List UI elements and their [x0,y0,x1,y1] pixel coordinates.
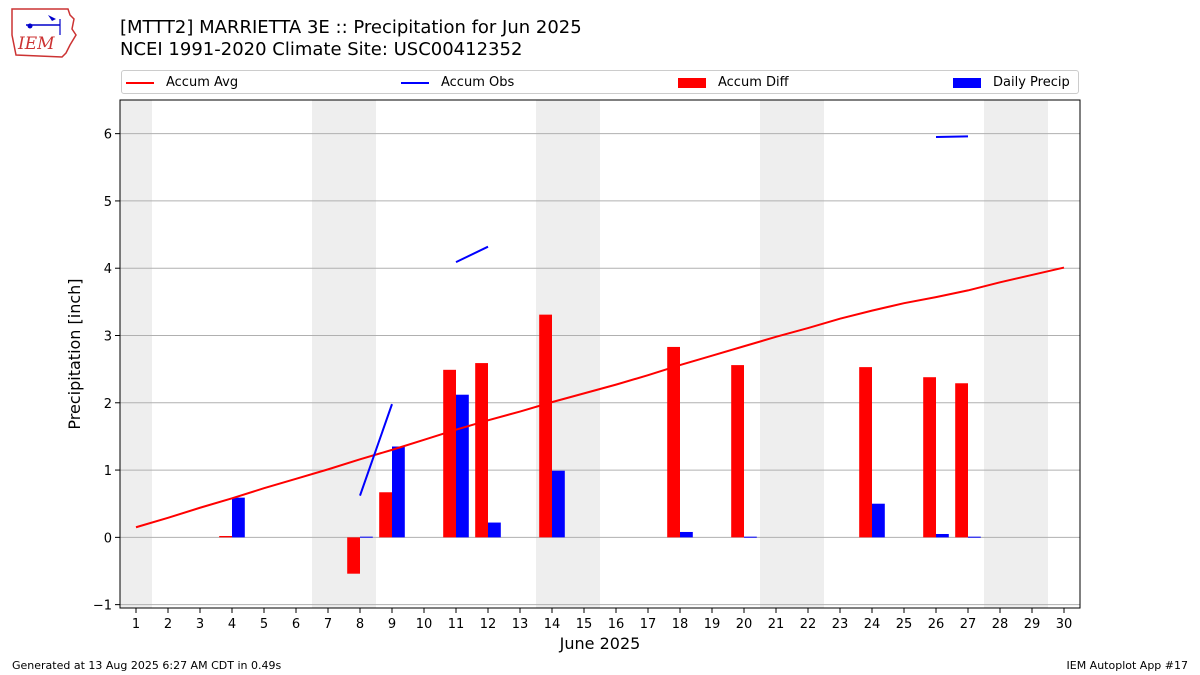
daily-precip-bar-day-18 [680,531,693,538]
legend-item-daily-precip: Daily Precip [953,74,1078,92]
x-tick-label-9: 9 [388,617,396,632]
x-tick-label-26: 26 [928,617,945,632]
x-tick-label-14: 14 [544,617,561,632]
accum-obs-segment-2 [935,135,969,139]
x-tick-label-30: 30 [1056,617,1073,632]
legend-label-accum-obs: Accum Obs [441,75,515,90]
accum-diff-bar-day-27 [955,383,968,538]
weekend-shading [120,100,1048,608]
daily-precip-bar-day-11 [456,394,469,538]
legend-swatch-accum-avg [126,82,154,84]
accum-diff-bar-day-9 [379,492,392,538]
y-tick-label-3: 3 [104,329,112,344]
x-tick-label-12: 12 [480,617,497,632]
legend-swatch-accum-obs [401,82,429,84]
daily-precip-bar-day-27 [968,536,981,538]
x-tick-label-6: 6 [292,617,300,632]
x-tick-label-13: 13 [512,617,529,632]
accum-obs-segment-1 [455,245,489,264]
x-tick-label-19: 19 [704,617,721,632]
y-tick-label-1: 1 [104,464,112,479]
x-tick-label-7: 7 [324,617,332,632]
daily-precip-bar-day-14 [552,470,565,538]
y-tick-label-2: 2 [104,397,112,412]
accum-diff-bar-day-18 [667,346,680,538]
axes-frame [119,99,1081,609]
legend-label-accum-diff: Accum Diff [718,75,789,90]
y-tick-label-6: 6 [104,128,112,143]
x-tick-label-25: 25 [896,617,913,632]
x-tick-label-5: 5 [260,617,268,632]
accum-diff-bar-day-26 [923,377,936,538]
weekend-band-4 [984,100,1048,608]
legend-item-accum-diff: Accum Diff [678,74,878,92]
y-tick-label-0: 0 [104,531,112,546]
bars [219,314,981,574]
daily-precip-bar-day-26 [936,533,949,538]
accum-diff-bar-day-12 [475,363,488,538]
daily-precip-bar-day-9 [392,446,405,538]
legend-item-accum-avg: Accum Avg [126,74,326,92]
svg-text:IEM: IEM [17,34,55,54]
x-tick-label-24: 24 [864,617,881,632]
x-axis-label: June 2025 [559,634,641,653]
x-tick-label-22: 22 [800,617,817,632]
y-axis-label: Precipitation [inch] [65,278,84,429]
x-tick-label-1: 1 [132,617,140,632]
legend-swatch-daily-precip [953,78,981,88]
title-line-2: NCEI 1991-2020 Climate Site: USC00412352 [120,39,523,60]
x-tick-label-11: 11 [448,617,465,632]
generated-timestamp: Generated at 13 Aug 2025 6:27 AM CDT in … [12,659,282,672]
accum-avg-line [135,266,1065,529]
legend-label-daily-precip: Daily Precip [993,75,1070,90]
x-tick-label-29: 29 [1024,617,1041,632]
legend-swatch-accum-diff [678,78,706,88]
daily-precip-bar-day-4 [232,497,245,538]
x-tick-label-28: 28 [992,617,1009,632]
accum-diff-bar-day-11 [443,369,456,538]
accum-diff-bar-day-20 [731,365,744,538]
y-tick-label-5: 5 [104,195,112,210]
chart-legend: Accum Avg Accum Obs Accum Diff Daily Pre… [121,70,1079,94]
legend-item-accum-obs: Accum Obs [401,74,601,92]
x-tick-label-23: 23 [832,617,849,632]
x-tick-label-4: 4 [228,617,236,632]
daily-precip-bar-day-20 [744,536,757,538]
x-tick-label-17: 17 [640,617,657,632]
accum-diff-bar-day-4 [219,536,232,538]
lines [135,135,1065,529]
chart-title: [MTTT2] MARRIETTA 3E :: Precipitation fo… [120,17,582,61]
y-tick-label--1: −1 [93,599,112,614]
weekend-band-3 [760,100,824,608]
x-tick-label-18: 18 [672,617,689,632]
daily-precip-bar-day-8 [360,536,373,538]
accum-diff-bar-day-24 [859,367,872,538]
accum-diff-bar-day-8 [347,537,360,574]
x-tick-label-16: 16 [608,617,625,632]
x-tick-label-3: 3 [196,617,204,632]
y-tick-label-4: 4 [104,262,112,277]
x-tick-label-8: 8 [356,617,364,632]
iem-logo: IEM [8,5,80,60]
x-tick-label-15: 15 [576,617,593,632]
x-tick-label-27: 27 [960,617,977,632]
x-tick-label-21: 21 [768,617,785,632]
x-tick-label-2: 2 [164,617,172,632]
weekend-band-1 [312,100,376,608]
daily-precip-bar-day-24 [872,503,885,538]
weekend-band-0 [120,100,152,608]
daily-precip-bar-day-12 [488,522,501,538]
legend-label-accum-avg: Accum Avg [166,75,239,90]
title-line-1: [MTTT2] MARRIETTA 3E :: Precipitation fo… [120,17,582,38]
app-credit: IEM Autoplot App #17 [1066,659,1189,672]
grid-lines [120,133,1080,606]
accum-diff-bar-day-14 [539,314,552,538]
x-tick-label-10: 10 [416,617,433,632]
x-tick-label-20: 20 [736,617,753,632]
accum-obs-segment-0 [359,403,393,496]
